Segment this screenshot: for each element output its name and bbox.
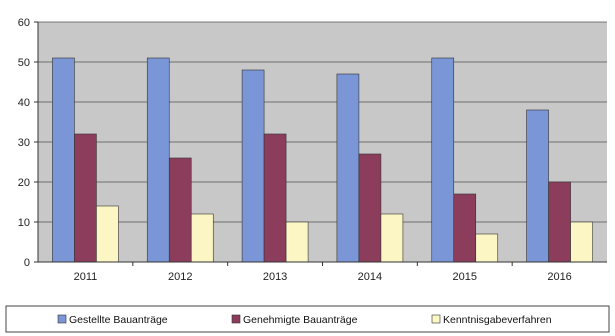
bar-2015-series-1 xyxy=(431,57,455,263)
bar-2012-series-3 xyxy=(190,213,214,263)
y-tick-label: 60 xyxy=(18,17,30,29)
x-tick-label: 2016 xyxy=(547,271,571,283)
x-tick-label: 2015 xyxy=(453,271,477,283)
bar-2016-series-1 xyxy=(526,109,549,263)
legend-box xyxy=(5,305,610,333)
bar-2016-series-3 xyxy=(570,221,593,263)
legend-swatch-2 xyxy=(231,314,241,324)
y-tick-label: 10 xyxy=(18,217,30,229)
bar-2013-series-2 xyxy=(263,133,287,263)
legend-swatch-3 xyxy=(431,314,441,324)
bar-2011-series-1 xyxy=(52,57,75,263)
x-tick-label: 2012 xyxy=(168,271,192,283)
bar-2014-series-3 xyxy=(380,213,404,263)
bar-2011-series-2 xyxy=(74,133,97,263)
y-tick-label: 0 xyxy=(24,257,30,269)
bar-2012-series-1 xyxy=(146,57,170,263)
bar-2015-series-2 xyxy=(453,193,477,263)
bar-2016-series-2 xyxy=(548,181,571,263)
bar-2014-series-2 xyxy=(358,153,382,263)
bar-2012-series-2 xyxy=(168,157,192,263)
y-tick-label: 40 xyxy=(18,97,30,109)
legend-label-1: Gestellte Bauanträge xyxy=(69,314,168,326)
bar-2013-series-1 xyxy=(241,69,265,263)
x-tick-label: 2013 xyxy=(263,271,287,283)
y-tick-label: 30 xyxy=(18,137,30,149)
x-tick-label: 2011 xyxy=(74,271,98,283)
y-tick-label: 20 xyxy=(18,177,30,189)
y-tick-label: 50 xyxy=(18,57,30,69)
legend-swatch-1 xyxy=(57,314,67,324)
bars xyxy=(52,57,593,263)
y-axis-ticks: 0 10 20 30 40 50 60 xyxy=(18,17,38,269)
gridlines xyxy=(38,21,607,223)
x-tick-label: 2014 xyxy=(358,271,382,283)
legend-label-2: Genehmigte Bauanträge xyxy=(243,314,358,326)
bar-2013-series-3 xyxy=(285,221,309,263)
bar-2014-series-1 xyxy=(336,73,360,263)
bar-2015-series-3 xyxy=(475,233,499,263)
legend-label-3: Kenntnisgabeverfahren xyxy=(443,314,552,326)
legend: Gestellte Bauanträge Genehmigte Bauanträg… xyxy=(5,305,610,333)
x-axis-ticks: 2011 2012 2013 2014 2015 2016 xyxy=(74,262,572,283)
bar-2011-series-3 xyxy=(96,205,119,263)
